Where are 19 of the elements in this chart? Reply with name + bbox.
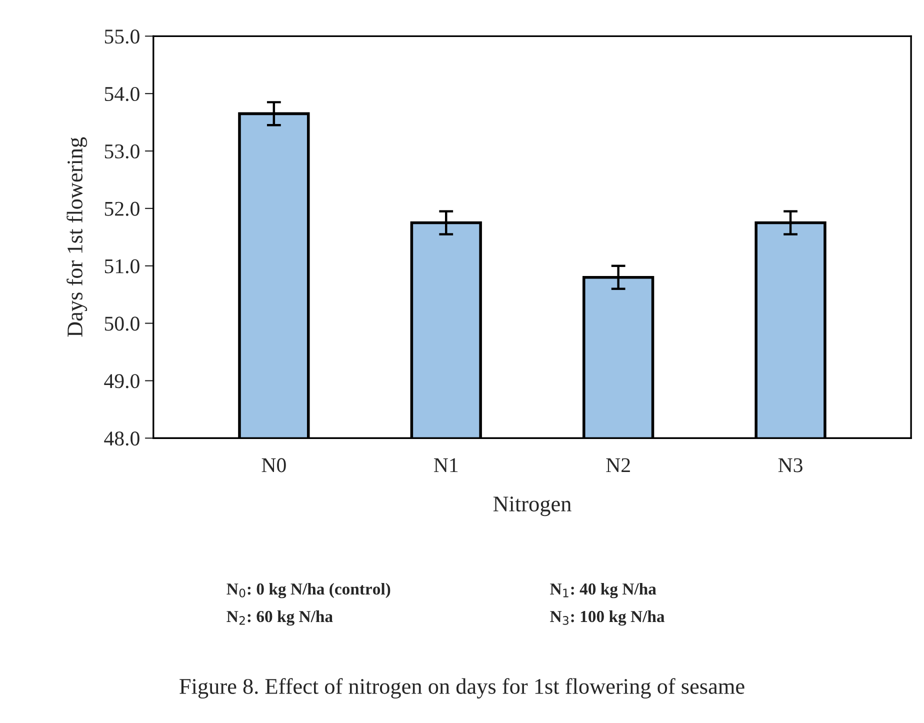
- y-tick-label: 48.0: [104, 432, 140, 446]
- y-tick-label: 54.0: [104, 86, 140, 102]
- x-tick-label: N1: [434, 458, 458, 472]
- text: N$_{2}$: 60 kg N/ha: [226, 610, 333, 626]
- y-tick-label: 50.0: [104, 316, 140, 331]
- y-tick-label: 55.0: [104, 30, 140, 44]
- y-tick-label: 49.0: [104, 374, 140, 388]
- x-tick-label: N2: [606, 458, 630, 472]
- text: N$_{3}$: 100 kg N/ha: [550, 610, 665, 626]
- x-tick-label: N3: [778, 458, 802, 472]
- text: N$_{1}$: 40 kg N/ha: [550, 582, 656, 598]
- text: N$_{0}$: 0 kg N/ha (control): [226, 582, 390, 598]
- y-tick-label: 53.0: [104, 144, 140, 159]
- y-tick-label: 51.0: [104, 259, 140, 274]
- y-axis-title: Days for 1st flowering: [66, 137, 88, 337]
- x-tick-label: N0: [262, 458, 286, 472]
- x-axis-title: Nitrogen: [493, 496, 572, 516]
- caption: Figure 8. Effect of nitrogen on days for 1st flowering of sesame: [180, 678, 744, 699]
- y-tick-label: 52.0: [104, 202, 140, 216]
